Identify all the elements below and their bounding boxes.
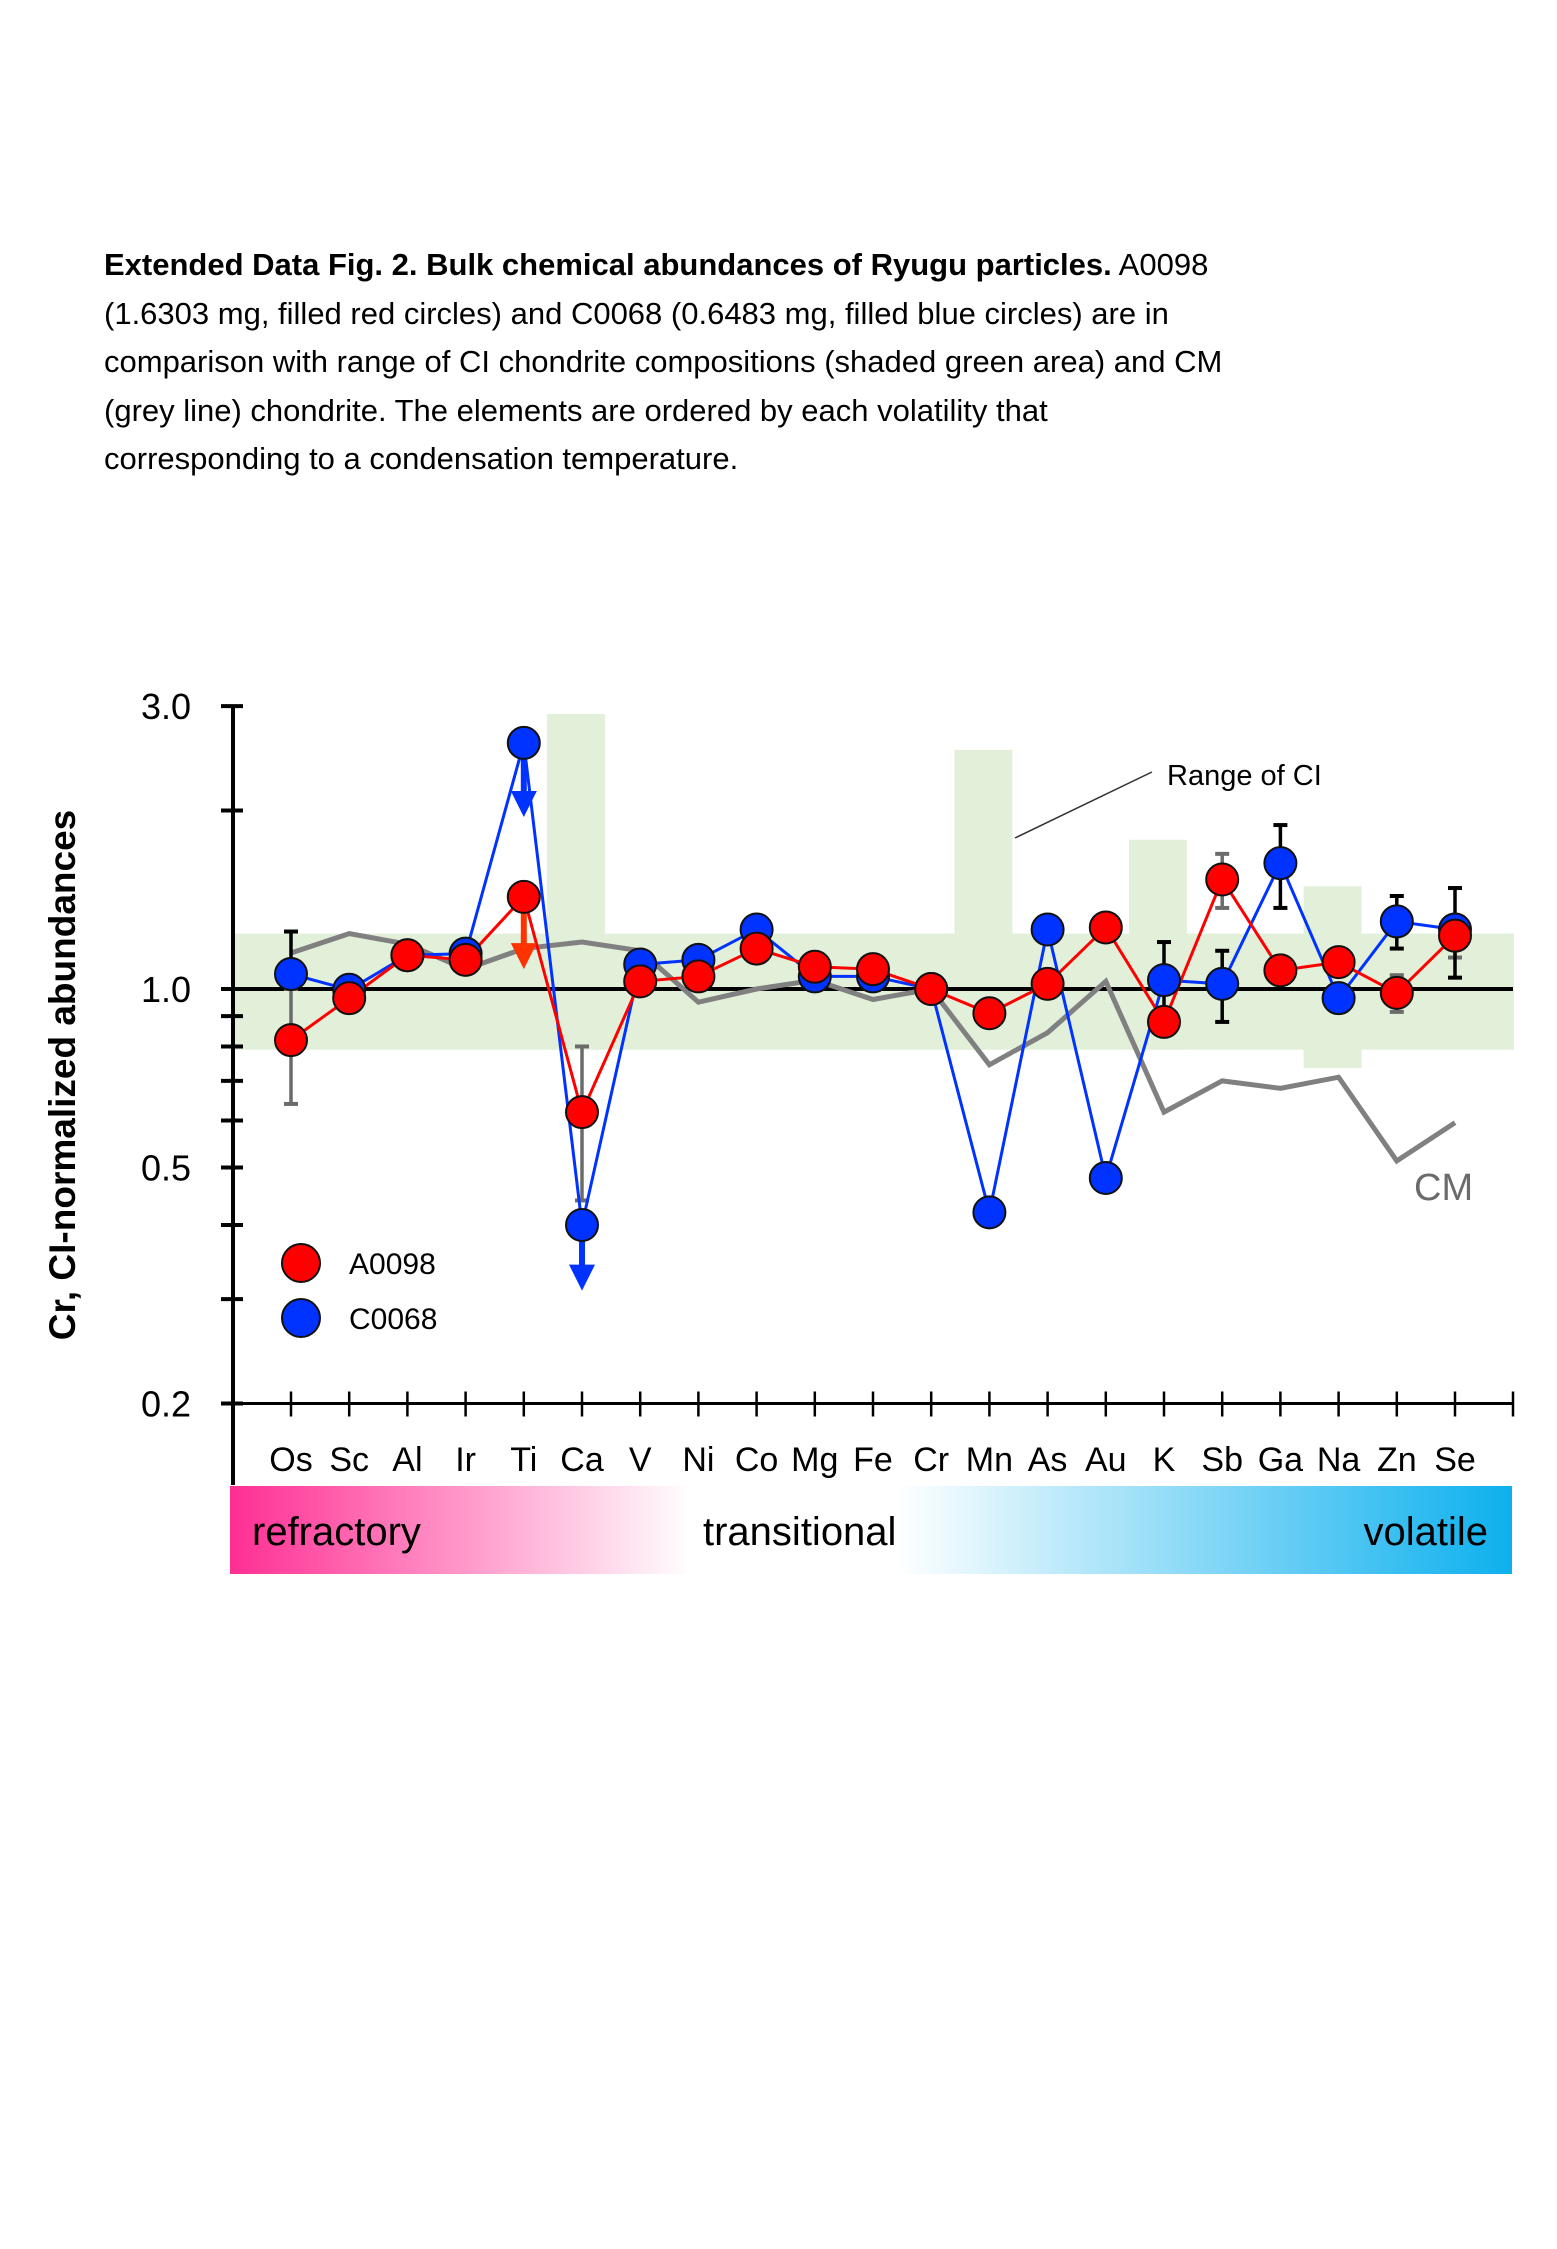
point-c0068-mn	[972, 1195, 1007, 1230]
arrow-a0098-ti-head	[510, 943, 537, 970]
x-tick-label-cr: Cr	[913, 1441, 949, 1479]
volatility-bar: refractory transitional volatile	[230, 1486, 1512, 1574]
volatility-label-refractory: refractory	[252, 1510, 421, 1554]
data-points	[274, 725, 1472, 1242]
y-axis-title: Cr, CI-normalized abundances	[42, 810, 83, 1340]
legend-label-c0068: C0068	[349, 1303, 437, 1336]
x-tick-label-ca: Ca	[560, 1441, 604, 1479]
arrow-c0068-ti-head	[510, 791, 537, 818]
x-tick-label-na: Na	[1317, 1441, 1361, 1479]
caption-line-5: corresponding to a condensation temperat…	[104, 441, 739, 476]
volatility-gradient	[230, 1486, 1512, 1574]
figure-caption: Extended Data Fig. 2. Bulk chemical abun…	[104, 241, 1504, 484]
point-c0068-sb	[1205, 966, 1240, 1001]
point-a0098-ti	[506, 879, 541, 914]
y-tick-label: 0.5	[141, 1148, 191, 1189]
x-tick-label-ir: Ir	[455, 1441, 476, 1479]
point-c0068-zn	[1379, 904, 1414, 939]
x-tick-label-co: Co	[735, 1441, 778, 1479]
point-a0098-ga	[1263, 953, 1298, 988]
y-tick-label: 3.0	[141, 686, 191, 727]
x-tick-label-fe: Fe	[853, 1441, 893, 1479]
x-tick-label-al: Al	[392, 1441, 422, 1479]
caption-title: Extended Data Fig. 2. Bulk chemical abun…	[104, 247, 1112, 282]
x-tick-label-se: Se	[1434, 1441, 1476, 1479]
caption-line-3: comparison with range of CI chondrite co…	[104, 344, 1223, 379]
legend-marker-c0068	[281, 1298, 321, 1338]
point-c0068-k	[1147, 963, 1181, 998]
x-tick-label-sc: Sc	[329, 1441, 369, 1479]
point-a0098-ir	[448, 942, 483, 977]
cm-label: CM	[1414, 1167, 1473, 1209]
point-a0098-ni	[681, 959, 716, 994]
point-a0098-zn	[1379, 975, 1414, 1010]
volatility-label-volatile: volatile	[1363, 1510, 1488, 1554]
x-tick-label-mg: Mg	[791, 1441, 838, 1479]
point-a0098-os	[274, 1023, 308, 1058]
x-tick-label-zn: Zn	[1377, 1441, 1417, 1479]
point-a0098-co	[739, 931, 774, 966]
axes: 3.0 1.0 0.5 0.2 Os Sc Al Ir Ti Ca V Ni Co Mg Fe Cr Mn As A…	[141, 686, 1515, 1485]
ci-range-ca	[547, 713, 605, 1050]
x-tick-label-ni: Ni	[682, 1441, 714, 1479]
point-a0098-cr	[914, 972, 949, 1006]
caption-text: A0098	[1111, 247, 1209, 282]
arrow-c0068-ca-head	[569, 1264, 595, 1291]
cm-line	[290, 931, 1457, 1165]
point-a0098-mn	[972, 996, 1007, 1031]
point-a0098-v	[623, 964, 658, 999]
point-a0098-mg	[797, 949, 832, 984]
point-a0098-se	[1438, 918, 1472, 953]
x-tick-label-mn: Mn	[966, 1441, 1013, 1479]
y-tick-label: 0.2	[141, 1383, 191, 1424]
point-c0068-ti	[506, 725, 541, 760]
x-tick-label-sb: Sb	[1201, 1441, 1243, 1479]
range-of-ci-label: Range of CI	[1167, 760, 1322, 792]
x-tick-label-v: V	[629, 1441, 652, 1479]
upper-limit-arrows	[510, 742, 595, 1291]
point-a0098-na	[1321, 945, 1356, 980]
point-a0098-k	[1147, 1004, 1181, 1039]
x-tick-label-au: Au	[1085, 1441, 1127, 1479]
point-c0068-ga	[1263, 846, 1298, 881]
point-a0098-as	[1030, 966, 1065, 1001]
point-a0098-sc	[332, 981, 367, 1016]
point-a0098-ca	[565, 1095, 599, 1130]
x-tick-label-os: Os	[269, 1441, 312, 1479]
point-a0098-fe	[856, 952, 890, 987]
legend-label-a0098: A0098	[349, 1248, 436, 1281]
legend: A0098 C0068	[281, 1243, 437, 1338]
caption-line-4: (grey line) chondrite. The elements are …	[104, 392, 1048, 428]
point-a0098-sb	[1205, 862, 1240, 897]
x-tick-label-ti: Ti	[510, 1441, 537, 1479]
x-tick-label-as: As	[1028, 1441, 1068, 1479]
legend-marker-a0098	[281, 1243, 321, 1283]
caption-line-1: Extended Data Fig. 2. Bulk chemical abun…	[104, 241, 1504, 290]
volatility-label-transitional: transitional	[703, 1510, 896, 1554]
x-tick-label-k: K	[1153, 1441, 1176, 1479]
ci-range-band	[235, 713, 1514, 1068]
caption-line-2: (1.6303 mg, filled red circles) and C006…	[104, 295, 1169, 331]
point-c0068-as	[1030, 912, 1065, 947]
x-tick-label-ga: Ga	[1258, 1441, 1303, 1479]
point-c0068-au	[1088, 1161, 1123, 1196]
point-a0098-al	[390, 938, 425, 973]
series-cm	[290, 931, 1457, 1165]
point-c0068-os	[274, 956, 308, 991]
range-of-ci-leader-line	[1014, 771, 1153, 839]
point-c0068-na	[1321, 981, 1356, 1016]
point-a0098-au	[1088, 910, 1123, 945]
point-c0068-ca	[565, 1207, 599, 1242]
y-tick-label: 1.0	[141, 969, 191, 1010]
